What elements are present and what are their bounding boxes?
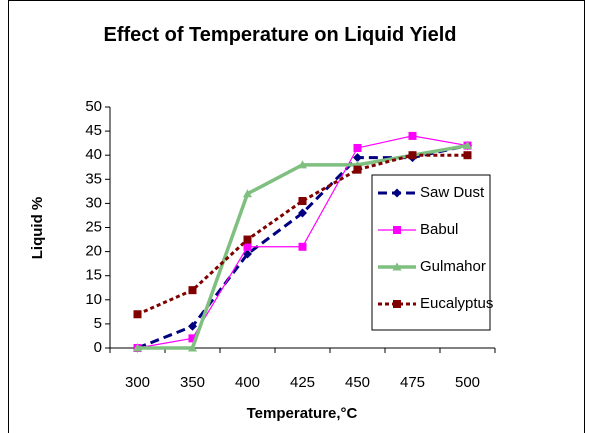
x-tick-label: 475 [400, 374, 425, 391]
legend-label: Eucalyptus [420, 295, 493, 312]
legend-label: Babul [420, 221, 458, 238]
point [298, 196, 307, 205]
point [408, 131, 417, 140]
point [408, 151, 417, 160]
point [243, 235, 252, 244]
x-tick-label: 350 [180, 374, 205, 391]
y-tick-label: 30 [85, 194, 102, 211]
point [243, 249, 252, 259]
y-tick-label: 5 [94, 315, 102, 332]
y-tick-label: 50 [85, 98, 102, 115]
point [188, 286, 197, 295]
y-tick-label: 10 [85, 291, 102, 308]
point [188, 334, 197, 343]
x-axis-label: Temperature,°C [247, 405, 358, 422]
point [353, 165, 362, 174]
point [188, 343, 197, 352]
y-tick-label: 40 [85, 146, 102, 163]
legend-marker [392, 188, 402, 198]
x-tick-label: 425 [290, 374, 315, 391]
x-tick-label: 500 [455, 374, 480, 391]
point [353, 143, 362, 152]
y-tick-label: 0 [94, 339, 102, 356]
legend-box [371, 174, 491, 331]
legend-marker [392, 262, 402, 271]
legend-marker [393, 300, 401, 308]
point [463, 151, 472, 160]
x-tick-label: 300 [125, 374, 150, 391]
point [243, 189, 252, 198]
point [243, 242, 252, 251]
x-tick-label: 400 [235, 374, 260, 391]
y-tick-label: 20 [85, 243, 102, 260]
y-axis-label: Liquid % [29, 197, 46, 260]
point [298, 160, 307, 169]
y-tick-label: 45 [85, 122, 102, 139]
chart-border [8, 0, 585, 433]
y-tick-label: 25 [85, 218, 102, 235]
point [188, 321, 197, 331]
point [463, 141, 472, 150]
legend-marker [393, 226, 401, 234]
point [133, 310, 142, 319]
x-tick-label: 450 [345, 374, 370, 391]
legend-label: Saw Dust [420, 184, 485, 201]
point [298, 208, 307, 218]
legend-label: Gulmahor [420, 258, 486, 275]
chart-title: Effect of Temperature on Liquid Yield [103, 24, 457, 46]
y-tick-label: 35 [85, 170, 102, 187]
point [298, 242, 307, 251]
y-tick-label: 15 [85, 267, 102, 284]
point [133, 343, 142, 352]
point [353, 153, 362, 163]
